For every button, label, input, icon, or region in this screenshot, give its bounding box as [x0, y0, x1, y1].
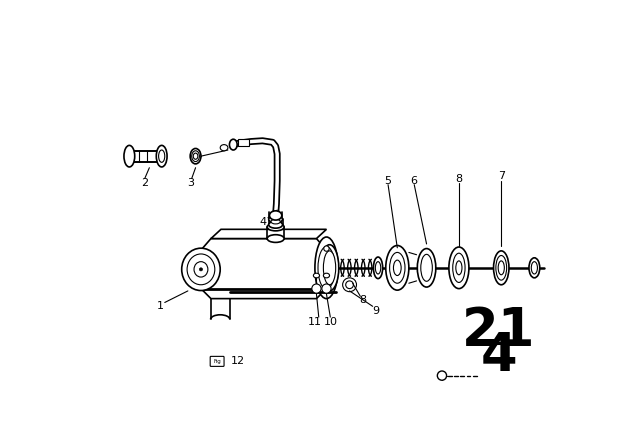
Ellipse shape	[420, 254, 433, 281]
Text: 1: 1	[157, 302, 164, 311]
Ellipse shape	[318, 247, 335, 289]
Text: 9: 9	[372, 306, 380, 316]
Ellipse shape	[159, 150, 164, 162]
Ellipse shape	[394, 260, 401, 276]
Text: 21: 21	[462, 305, 536, 357]
Ellipse shape	[320, 245, 339, 291]
Ellipse shape	[493, 251, 509, 285]
Ellipse shape	[230, 139, 237, 150]
Ellipse shape	[324, 284, 329, 290]
Text: 11: 11	[308, 317, 322, 327]
Ellipse shape	[449, 247, 469, 289]
Ellipse shape	[437, 371, 447, 380]
Ellipse shape	[269, 211, 282, 220]
Text: Fig: Fig	[213, 359, 221, 364]
Polygon shape	[211, 229, 326, 238]
Ellipse shape	[323, 273, 330, 278]
Ellipse shape	[322, 284, 331, 293]
Ellipse shape	[323, 251, 336, 285]
Ellipse shape	[498, 261, 504, 275]
Text: 8: 8	[359, 295, 366, 305]
Ellipse shape	[267, 223, 284, 231]
Ellipse shape	[192, 151, 200, 162]
Ellipse shape	[269, 216, 283, 223]
Ellipse shape	[124, 146, 135, 167]
Ellipse shape	[182, 248, 220, 291]
Ellipse shape	[194, 262, 208, 277]
Ellipse shape	[324, 246, 329, 251]
Ellipse shape	[315, 237, 338, 299]
Bar	[238, 139, 249, 146]
Ellipse shape	[190, 148, 201, 164]
Text: 5: 5	[384, 176, 391, 186]
Polygon shape	[201, 238, 326, 299]
Ellipse shape	[373, 257, 383, 279]
Ellipse shape	[390, 252, 405, 283]
Text: 4: 4	[481, 330, 517, 382]
Text: 8: 8	[455, 173, 463, 184]
Ellipse shape	[156, 146, 167, 167]
Ellipse shape	[193, 153, 198, 159]
Ellipse shape	[452, 253, 465, 282]
Ellipse shape	[529, 258, 540, 278]
Ellipse shape	[187, 254, 215, 285]
Ellipse shape	[220, 145, 228, 151]
Ellipse shape	[346, 281, 353, 289]
Text: 12: 12	[231, 356, 245, 366]
Ellipse shape	[496, 255, 507, 280]
Ellipse shape	[271, 220, 280, 224]
Ellipse shape	[456, 261, 462, 275]
Ellipse shape	[267, 235, 284, 242]
Ellipse shape	[531, 262, 538, 274]
Text: 7: 7	[498, 171, 505, 181]
Text: 10: 10	[324, 317, 338, 327]
Ellipse shape	[269, 221, 283, 228]
Ellipse shape	[312, 284, 321, 293]
Text: 4: 4	[260, 217, 267, 227]
Ellipse shape	[314, 273, 319, 278]
Ellipse shape	[342, 278, 356, 292]
Ellipse shape	[386, 246, 409, 290]
Text: 6: 6	[410, 176, 417, 186]
Ellipse shape	[417, 249, 436, 287]
Ellipse shape	[200, 268, 202, 271]
Text: 2: 2	[141, 178, 148, 188]
Ellipse shape	[375, 262, 381, 274]
Text: 3: 3	[188, 178, 195, 188]
